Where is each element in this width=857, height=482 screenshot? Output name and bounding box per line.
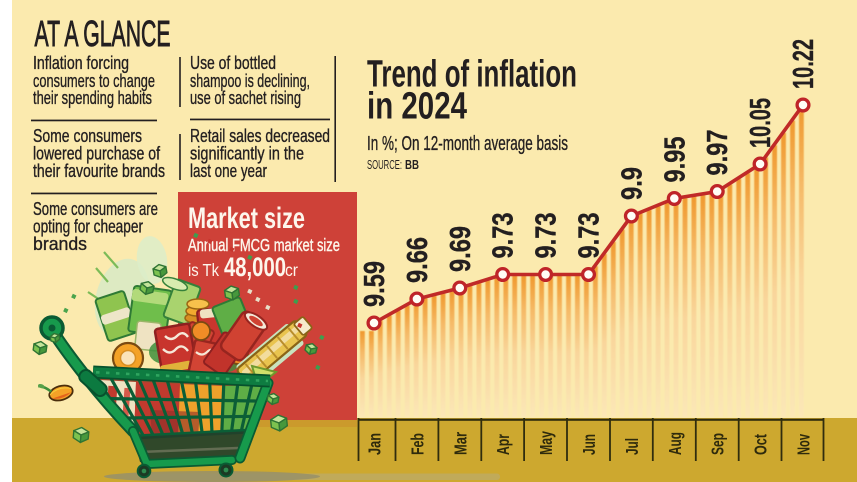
svg-text:9.66: 9.66: [402, 237, 434, 283]
svg-text:BB: BB: [405, 158, 419, 172]
svg-text:10.05: 10.05: [745, 98, 777, 148]
svg-text:opting for cheaper: opting for cheaper: [33, 217, 143, 237]
svg-text:significantly in the: significantly in the: [190, 144, 304, 164]
svg-text:Use of bottled: Use of bottled: [190, 53, 276, 73]
svg-text:is Tk: is Tk: [188, 260, 219, 280]
svg-text:lowered purchase of: lowered purchase of: [33, 144, 161, 164]
svg-text:9.73: 9.73: [574, 213, 606, 259]
svg-text:in 2024: in 2024: [367, 86, 467, 128]
svg-text:May: May: [536, 431, 556, 455]
svg-text:9.73: 9.73: [531, 213, 563, 259]
svg-text:shampoo is declining,: shampoo is declining,: [190, 71, 310, 91]
svg-text:Retail sales decreased: Retail sales decreased: [190, 126, 330, 146]
svg-text:9.69: 9.69: [445, 226, 477, 272]
svg-text:Mar: Mar: [450, 432, 470, 455]
svg-text:SOURCE:: SOURCE:: [367, 158, 402, 172]
svg-text:Some consumers are: Some consumers are: [33, 199, 158, 219]
svg-text:Trend of inflation: Trend of inflation: [367, 54, 577, 96]
svg-text:9.59: 9.59: [359, 261, 391, 307]
svg-text:9.95: 9.95: [659, 137, 691, 183]
svg-text:Jun: Jun: [579, 434, 599, 455]
svg-text:last one year: last one year: [190, 161, 267, 181]
svg-text:use of sachet rising: use of sachet rising: [190, 88, 301, 108]
svg-text:their spending habits: their spending habits: [33, 88, 152, 108]
svg-text:9.73: 9.73: [488, 213, 520, 259]
svg-text:Nov: Nov: [794, 434, 814, 455]
svg-text:AT A GLANCE: AT A GLANCE: [35, 13, 171, 54]
svg-text:Aug: Aug: [665, 432, 685, 455]
svg-text:Jan: Jan: [365, 433, 385, 455]
svg-text:cr: cr: [285, 260, 298, 280]
svg-text:In %; On 12-month average basi: In %; On 12-month average basis: [367, 133, 568, 155]
svg-text:Market size: Market size: [188, 202, 305, 235]
svg-text:9.97: 9.97: [702, 130, 734, 176]
svg-text:10.22: 10.22: [788, 39, 820, 89]
svg-text:Some consumers: Some consumers: [33, 126, 142, 146]
svg-text:48,000: 48,000: [224, 252, 286, 282]
svg-text:consumers to change: consumers to change: [33, 71, 155, 91]
svg-text:Annual FMCG market size: Annual FMCG market size: [188, 235, 340, 255]
svg-text:Jul: Jul: [622, 438, 642, 455]
svg-text:Feb: Feb: [407, 433, 427, 455]
svg-text:Sep: Sep: [708, 433, 728, 455]
svg-text:9.9: 9.9: [616, 167, 648, 200]
svg-text:Apr: Apr: [493, 434, 513, 455]
svg-text:their favourite brands: their favourite brands: [33, 161, 165, 181]
svg-text:Inflation forcing: Inflation forcing: [33, 53, 129, 73]
svg-text:brands: brands: [33, 234, 87, 254]
svg-text:Oct: Oct: [751, 434, 771, 455]
